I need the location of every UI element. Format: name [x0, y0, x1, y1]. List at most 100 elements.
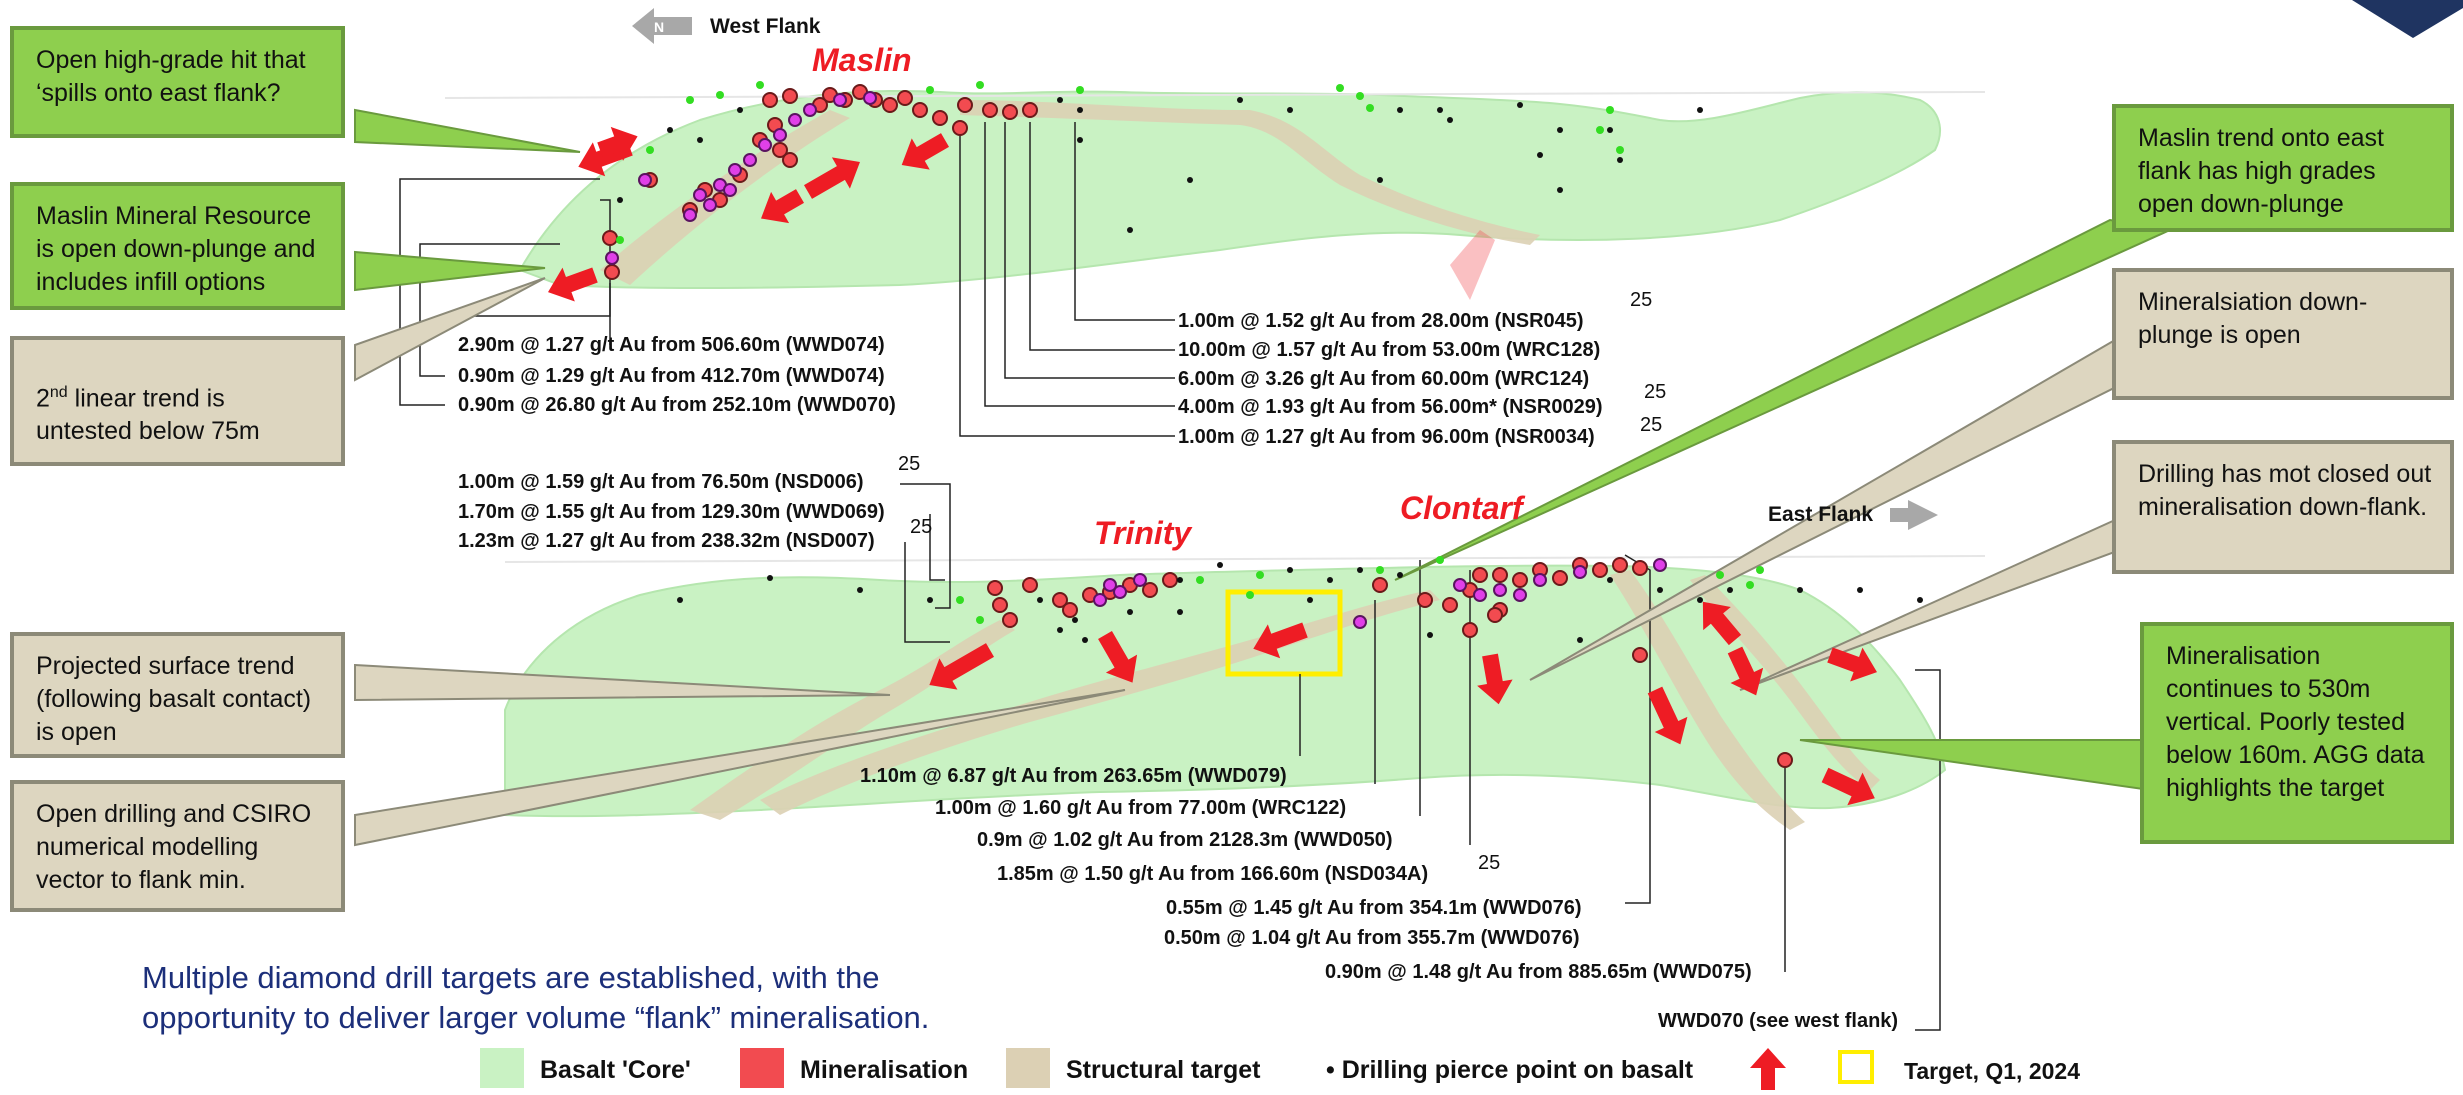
legend-basalt-label: Basalt 'Core'	[540, 1056, 691, 1084]
mineralisation-hit	[1442, 597, 1458, 613]
drill-pierce-point	[1077, 107, 1083, 113]
mineralisation-hit	[1487, 607, 1503, 623]
mineralisation-hit-high-grade	[1453, 578, 1467, 592]
drill-pierce-point	[927, 597, 933, 603]
pierce-point	[1076, 86, 1084, 94]
pierce-point	[1756, 566, 1764, 574]
mineralisation-hit-high-grade	[758, 138, 772, 152]
summary-line-2: opportunity to deliver larger volume “fl…	[142, 1000, 930, 1035]
upper-structural-band-2	[960, 100, 1540, 245]
drill-pierce-point	[1057, 627, 1063, 633]
legend-structural-swatch	[1006, 1048, 1050, 1088]
drill-pierce-point	[1557, 127, 1563, 133]
intercept-l-6: 0.50m @ 1.04 g/t Au from 355.7m (WWD076)	[1164, 927, 1580, 949]
drill-pierce-point	[697, 137, 703, 143]
pierce-point	[1716, 571, 1724, 579]
drill-pierce-point	[1177, 577, 1183, 583]
mineralisation-hit	[992, 597, 1008, 613]
mineralisation-hit-high-grade	[833, 93, 847, 107]
mineralisation-hit-high-grade	[1113, 585, 1127, 599]
pierce-point	[1746, 581, 1754, 589]
drill-pierce-point	[667, 127, 673, 133]
drill-pierce-point	[1127, 609, 1133, 615]
arrow-east-flank	[1827, 647, 1877, 682]
mineralisation-hit	[1592, 562, 1608, 578]
arrow-target-box	[1253, 622, 1308, 659]
mineralisation-hit	[1022, 577, 1038, 593]
callout-projected-surface: Projected surface trend (following basal…	[10, 632, 345, 758]
drill-pierce-point	[1437, 107, 1443, 113]
pierce-point	[1366, 104, 1374, 112]
target-arrows	[548, 126, 1877, 806]
mineralisation-hit-high-grade	[863, 91, 877, 105]
drill-pierce-point	[1557, 187, 1563, 193]
pierce-point	[1606, 106, 1614, 114]
drill-pierce-point	[1307, 597, 1313, 603]
mineralisation-hit	[1162, 572, 1178, 588]
trinity-label: Trinity	[1094, 515, 1192, 551]
superscript-ur-4: 25	[1644, 381, 1667, 403]
drill-pierce-point	[1697, 107, 1703, 113]
superscript-ll-1: 25	[898, 453, 921, 475]
drill-pierce-point	[1607, 127, 1613, 133]
arrow-clontarf-4	[1727, 646, 1764, 696]
pierce-point	[1256, 571, 1264, 579]
legend-arrow-icon	[1750, 1048, 1786, 1090]
intercept-ul-1: 2.90m @ 1.27 g/t Au from 506.60m (WWD074…	[458, 334, 885, 356]
drill-pierce-point	[1377, 177, 1383, 183]
mineralisation-hit-high-grade	[703, 198, 717, 212]
drill-pierce-point	[1057, 97, 1063, 103]
mineralisation-hit	[1612, 557, 1628, 573]
mineralisation-hit	[1002, 104, 1018, 120]
mineralisation-hit-high-grade	[1353, 615, 1367, 629]
drill-pierce-point	[1657, 587, 1663, 593]
legend-target-label: Target, Q1, 2024	[1904, 1058, 2080, 1084]
intercept-ur-5: 1.00m @ 1.27 g/t Au from 96.00m (NSR0034…	[1178, 426, 1595, 448]
mineralisation-hit-high-grade	[728, 163, 742, 177]
mineralisation-hit	[1632, 647, 1648, 663]
mineralisation-hit	[1472, 567, 1488, 583]
target-box	[1225, 589, 1343, 677]
mineralisation-hit	[1777, 752, 1793, 768]
mineralisation-hit-high-grade	[1573, 565, 1587, 579]
mineralisation-hit	[1552, 570, 1568, 586]
legend-pierce-label: • Drilling pierce point on basalt	[1326, 1056, 1694, 1084]
mineralisation-hit	[1062, 602, 1078, 618]
intercept-ll-3: 1.23m @ 1.27 g/t Au from 238.32m (NSD007…	[458, 530, 875, 552]
pierce-point	[1596, 126, 1604, 134]
intercept-ur-3: 6.00m @ 3.26 g/t Au from 60.00m (WRC124)	[1178, 368, 1590, 390]
mineralisation-hit-high-grade	[638, 173, 652, 187]
mineralisation-hit-high-grade	[1133, 573, 1147, 587]
drill-pierce-point	[1287, 107, 1293, 113]
arrow-east-flank-deep	[1821, 767, 1875, 806]
west-flank-label: West Flank	[710, 15, 821, 38]
upper-basalt-body	[518, 89, 1941, 290]
mineralisation-hit-high-grade	[803, 103, 817, 117]
drill-pierce-point	[1237, 97, 1243, 103]
pierce-point	[616, 236, 624, 244]
superscript-ur-1: 25	[1630, 289, 1653, 311]
mineralisation-hit	[957, 97, 973, 113]
mineralisation-hit	[1142, 582, 1158, 598]
mineralisation-hit-high-grade	[605, 251, 619, 265]
superscript-ur-5: 25	[1640, 414, 1663, 436]
callout-mineralisation-continues: Mineralisation continues to 530m vertica…	[2140, 622, 2454, 844]
intercept-l-3: 0.9m @ 1.02 g/t Au from 2128.3m (WWD050)	[977, 829, 1393, 851]
linear-trend-text: linear trend is untested below 75m	[36, 384, 260, 446]
mineralisation-hit-high-grade	[1533, 573, 1547, 587]
mineralisation-hit	[782, 152, 798, 168]
north-arrow-icon: N	[632, 8, 692, 44]
east-flank-arrow-icon	[1890, 500, 1938, 530]
mineralisation-hit	[782, 88, 798, 104]
drill-pierce-point	[1357, 567, 1363, 573]
drill-pierce-point	[677, 597, 683, 603]
pierce-point	[1356, 92, 1364, 100]
legend-target-swatch	[1838, 1050, 1874, 1084]
summary-line-1: Multiple diamond drill targets are estab…	[142, 960, 880, 995]
mineralisation-hit	[1002, 612, 1018, 628]
pierce-point	[926, 86, 934, 94]
mineralisation-hit	[1372, 577, 1388, 593]
wwd070-note: WWD070 (see west flank)	[1658, 1010, 1899, 1032]
mineralisation-hit	[987, 580, 1003, 596]
arrow-maslin-3	[901, 133, 949, 170]
